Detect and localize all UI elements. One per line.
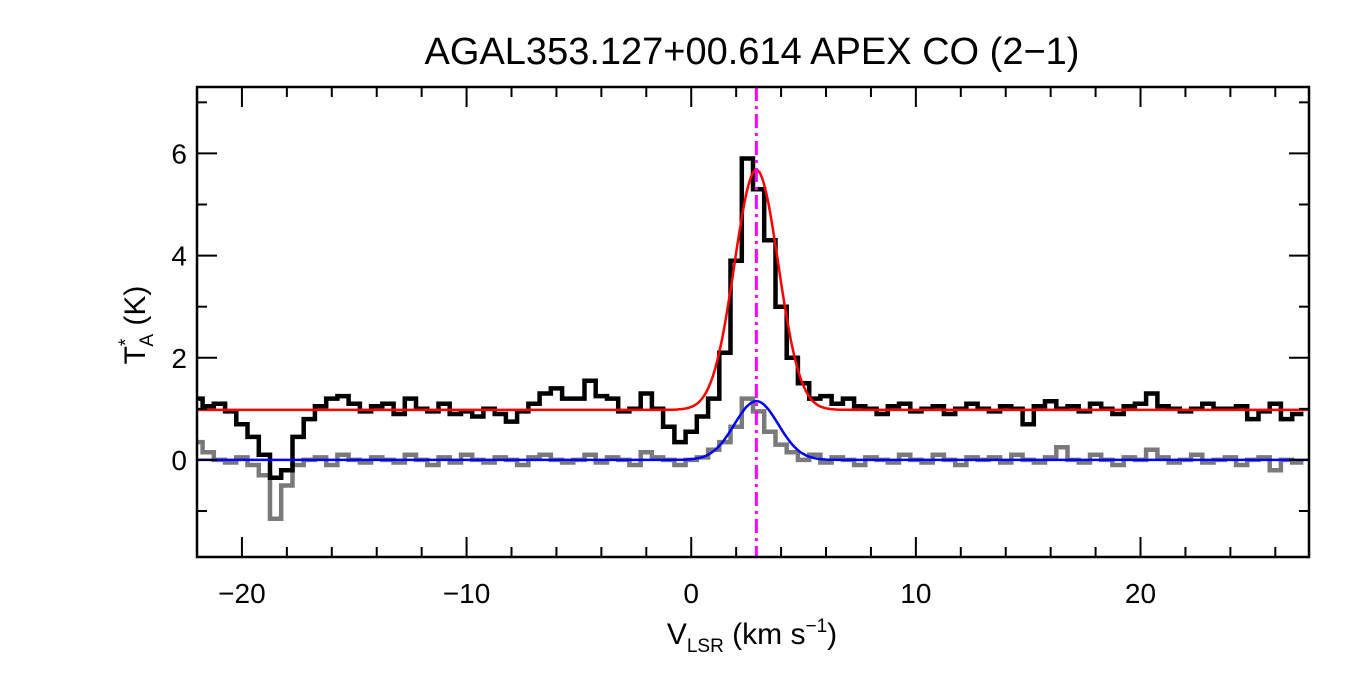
x-label-main: V	[667, 618, 687, 651]
y-label-subscript: A	[137, 334, 158, 347]
residual-spectrum-line	[197, 396, 1304, 521]
y-label-main: T	[119, 346, 152, 364]
x-tick-label: 0	[683, 578, 699, 609]
x-tick-label: 20	[1125, 578, 1156, 609]
y-label-superscript: *	[116, 338, 137, 346]
gaussian-component-line	[197, 400, 1309, 462]
chart-title: AGAL353.127+00.614 APEX CO (2−1)	[425, 31, 1080, 73]
y-tick-label: 0	[171, 445, 187, 476]
x-tick-label: 10	[900, 578, 931, 609]
x-axis-label: VLSR (km s−1)	[667, 616, 837, 657]
x-label-superscript: −1	[805, 616, 827, 637]
x-tick-label: −20	[218, 578, 266, 609]
axes: −20 −10 0 10 20 0 2 4 6	[171, 85, 1311, 609]
observed-spectrum-line	[197, 156, 1304, 481]
x-label-close: )	[827, 618, 837, 651]
y-label-units: (K)	[119, 286, 152, 334]
gaussian-fit-line	[197, 168, 1309, 412]
plot-frame	[195, 85, 1311, 559]
y-tick-label: 6	[171, 138, 187, 169]
y-axis-label: T*A (K)	[116, 286, 158, 365]
y-tick-label: 2	[171, 343, 187, 374]
y-tick-label: 4	[171, 241, 187, 272]
x-tick-label: −10	[443, 578, 491, 609]
x-label-subscript: LSR	[687, 636, 724, 657]
x-label-units: (km s	[724, 618, 806, 651]
plot-area	[197, 87, 1309, 557]
